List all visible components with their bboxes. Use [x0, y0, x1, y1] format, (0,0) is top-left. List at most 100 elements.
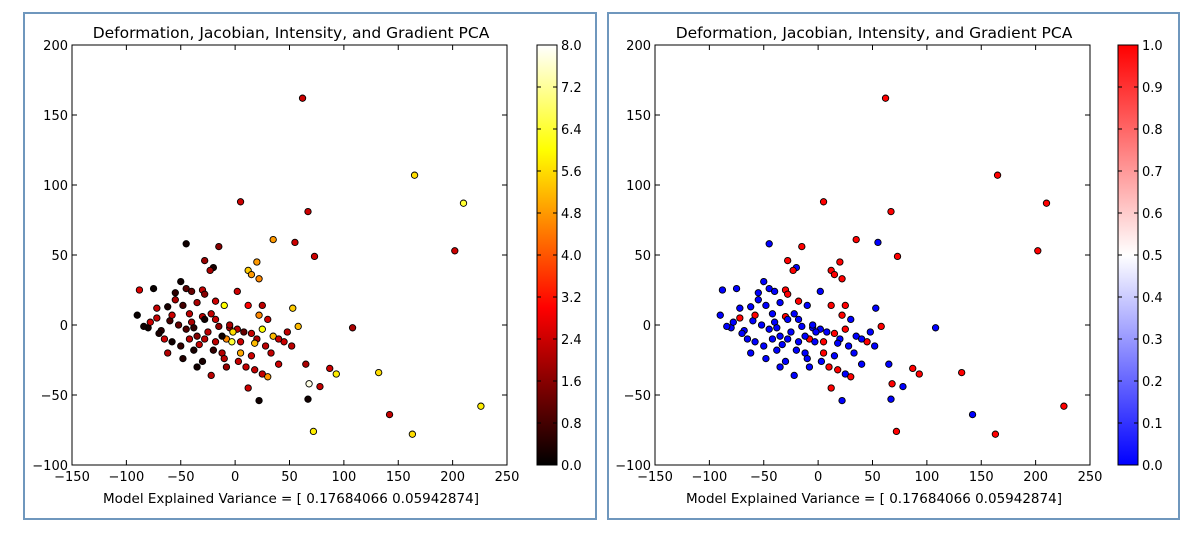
- data-point: [732, 284, 741, 293]
- data-point: [736, 304, 744, 312]
- data-point: [893, 252, 902, 261]
- data-point: [838, 275, 846, 283]
- data-point: [201, 290, 209, 298]
- data-point: [185, 335, 194, 343]
- x-tick-label: −50: [750, 470, 777, 485]
- data-point: [261, 342, 270, 350]
- y-tick-label: 150: [626, 109, 651, 124]
- data-point: [765, 240, 773, 248]
- data-point: [784, 335, 792, 343]
- data-point: [201, 315, 209, 324]
- data-point: [269, 235, 277, 244]
- data-point: [743, 335, 752, 343]
- data-point: [177, 277, 185, 286]
- data-point: [803, 354, 811, 363]
- data-point: [762, 354, 770, 363]
- data-point: [747, 303, 755, 311]
- data-point: [812, 328, 820, 336]
- data-point: [244, 384, 252, 392]
- data-point: [765, 325, 773, 333]
- data-point: [207, 310, 215, 318]
- colorbar-tick-label: 0.8: [561, 417, 582, 432]
- data-point: [140, 322, 148, 331]
- data-point: [1060, 402, 1068, 410]
- data-point: [838, 311, 846, 319]
- data-point: [267, 349, 275, 357]
- data-point: [825, 363, 833, 371]
- data-point: [410, 171, 419, 179]
- y-tick-label: −50: [624, 389, 651, 404]
- data-point: [736, 314, 744, 322]
- data-point: [168, 311, 176, 319]
- data-point: [146, 318, 154, 326]
- data-point: [228, 338, 236, 346]
- data-point: [171, 296, 179, 304]
- data-point: [304, 395, 312, 403]
- data-point: [244, 301, 252, 310]
- data-point: [872, 304, 880, 312]
- data-point: [819, 338, 828, 346]
- colorbar-tick-label: 7.2: [561, 81, 582, 96]
- colorbar-tick-label: 0.1: [1142, 417, 1163, 432]
- data-point: [305, 380, 313, 388]
- data-point: [204, 328, 212, 336]
- data-point: [206, 266, 214, 275]
- data-point: [834, 366, 842, 374]
- data-point: [838, 396, 846, 405]
- data-point: [179, 301, 187, 310]
- data-point: [171, 289, 179, 297]
- data-point: [153, 304, 161, 312]
- x-tick-label: 50: [281, 470, 298, 485]
- data-point: [738, 329, 746, 338]
- data-point: [798, 322, 806, 331]
- data-point: [288, 342, 296, 350]
- y-tick-label: 200: [626, 39, 651, 54]
- data-point: [760, 277, 768, 286]
- data-point: [716, 311, 724, 319]
- data-point: [776, 332, 784, 340]
- data-point: [289, 304, 297, 312]
- data-point: [168, 338, 176, 346]
- data-point: [302, 360, 310, 368]
- data-point: [229, 328, 237, 336]
- y-tick-label: −50: [41, 389, 68, 404]
- data-point: [258, 325, 266, 333]
- x-tick-label: −100: [109, 470, 145, 485]
- data-point: [958, 368, 966, 377]
- data-point: [915, 370, 923, 378]
- data-point: [747, 349, 755, 357]
- data-point: [185, 310, 194, 318]
- data-point: [274, 335, 283, 343]
- data-point: [885, 360, 893, 368]
- data-point: [385, 410, 394, 419]
- data-point: [817, 357, 826, 366]
- y-tick-label: −100: [32, 459, 68, 474]
- data-point: [274, 360, 283, 368]
- data-point: [193, 332, 201, 340]
- x-tick-label: 100: [331, 470, 356, 485]
- colorbar-tick-label: 8.0: [561, 39, 582, 54]
- colorbar: 0.0 0.1 0.2 0.3 0.4 0.5 0.6 0.7 0.8 0.9 1.0: [1117, 39, 1163, 474]
- data-point: [811, 338, 819, 346]
- y-tick-label: 150: [43, 109, 68, 124]
- data-point: [866, 328, 874, 336]
- y-tick-label: −100: [615, 459, 651, 474]
- data-point: [215, 242, 223, 251]
- data-point: [776, 363, 784, 371]
- data-point: [459, 199, 468, 207]
- data-point: [852, 235, 860, 244]
- data-point: [164, 303, 172, 311]
- data-point: [770, 287, 779, 296]
- colorbar-tick-label: 0.0: [561, 459, 582, 474]
- data-point: [236, 349, 245, 357]
- data-point: [789, 266, 797, 275]
- colorbar-tick-label: 0.8: [1142, 123, 1163, 138]
- y-tick-label: 100: [43, 179, 68, 194]
- data-point: [784, 290, 792, 298]
- data-point: [841, 301, 849, 310]
- y-tick-label: 0: [60, 319, 68, 334]
- data-point: [255, 275, 263, 283]
- data-point: [773, 324, 781, 332]
- panel-left: Deformation, Jacobian, Intensity, and Gr…: [23, 12, 597, 520]
- data-point: [784, 315, 792, 324]
